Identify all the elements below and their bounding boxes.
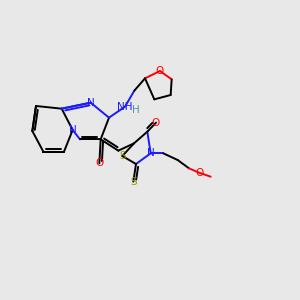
Text: N: N <box>69 125 76 135</box>
Text: S: S <box>130 177 136 187</box>
Text: O: O <box>156 66 164 76</box>
Text: N: N <box>87 98 94 108</box>
Text: N: N <box>147 148 154 158</box>
Text: O: O <box>195 168 203 178</box>
Text: H: H <box>132 105 140 115</box>
Text: S: S <box>119 151 126 161</box>
Text: O: O <box>95 158 103 168</box>
Text: NH: NH <box>117 102 133 112</box>
Text: O: O <box>152 118 160 128</box>
